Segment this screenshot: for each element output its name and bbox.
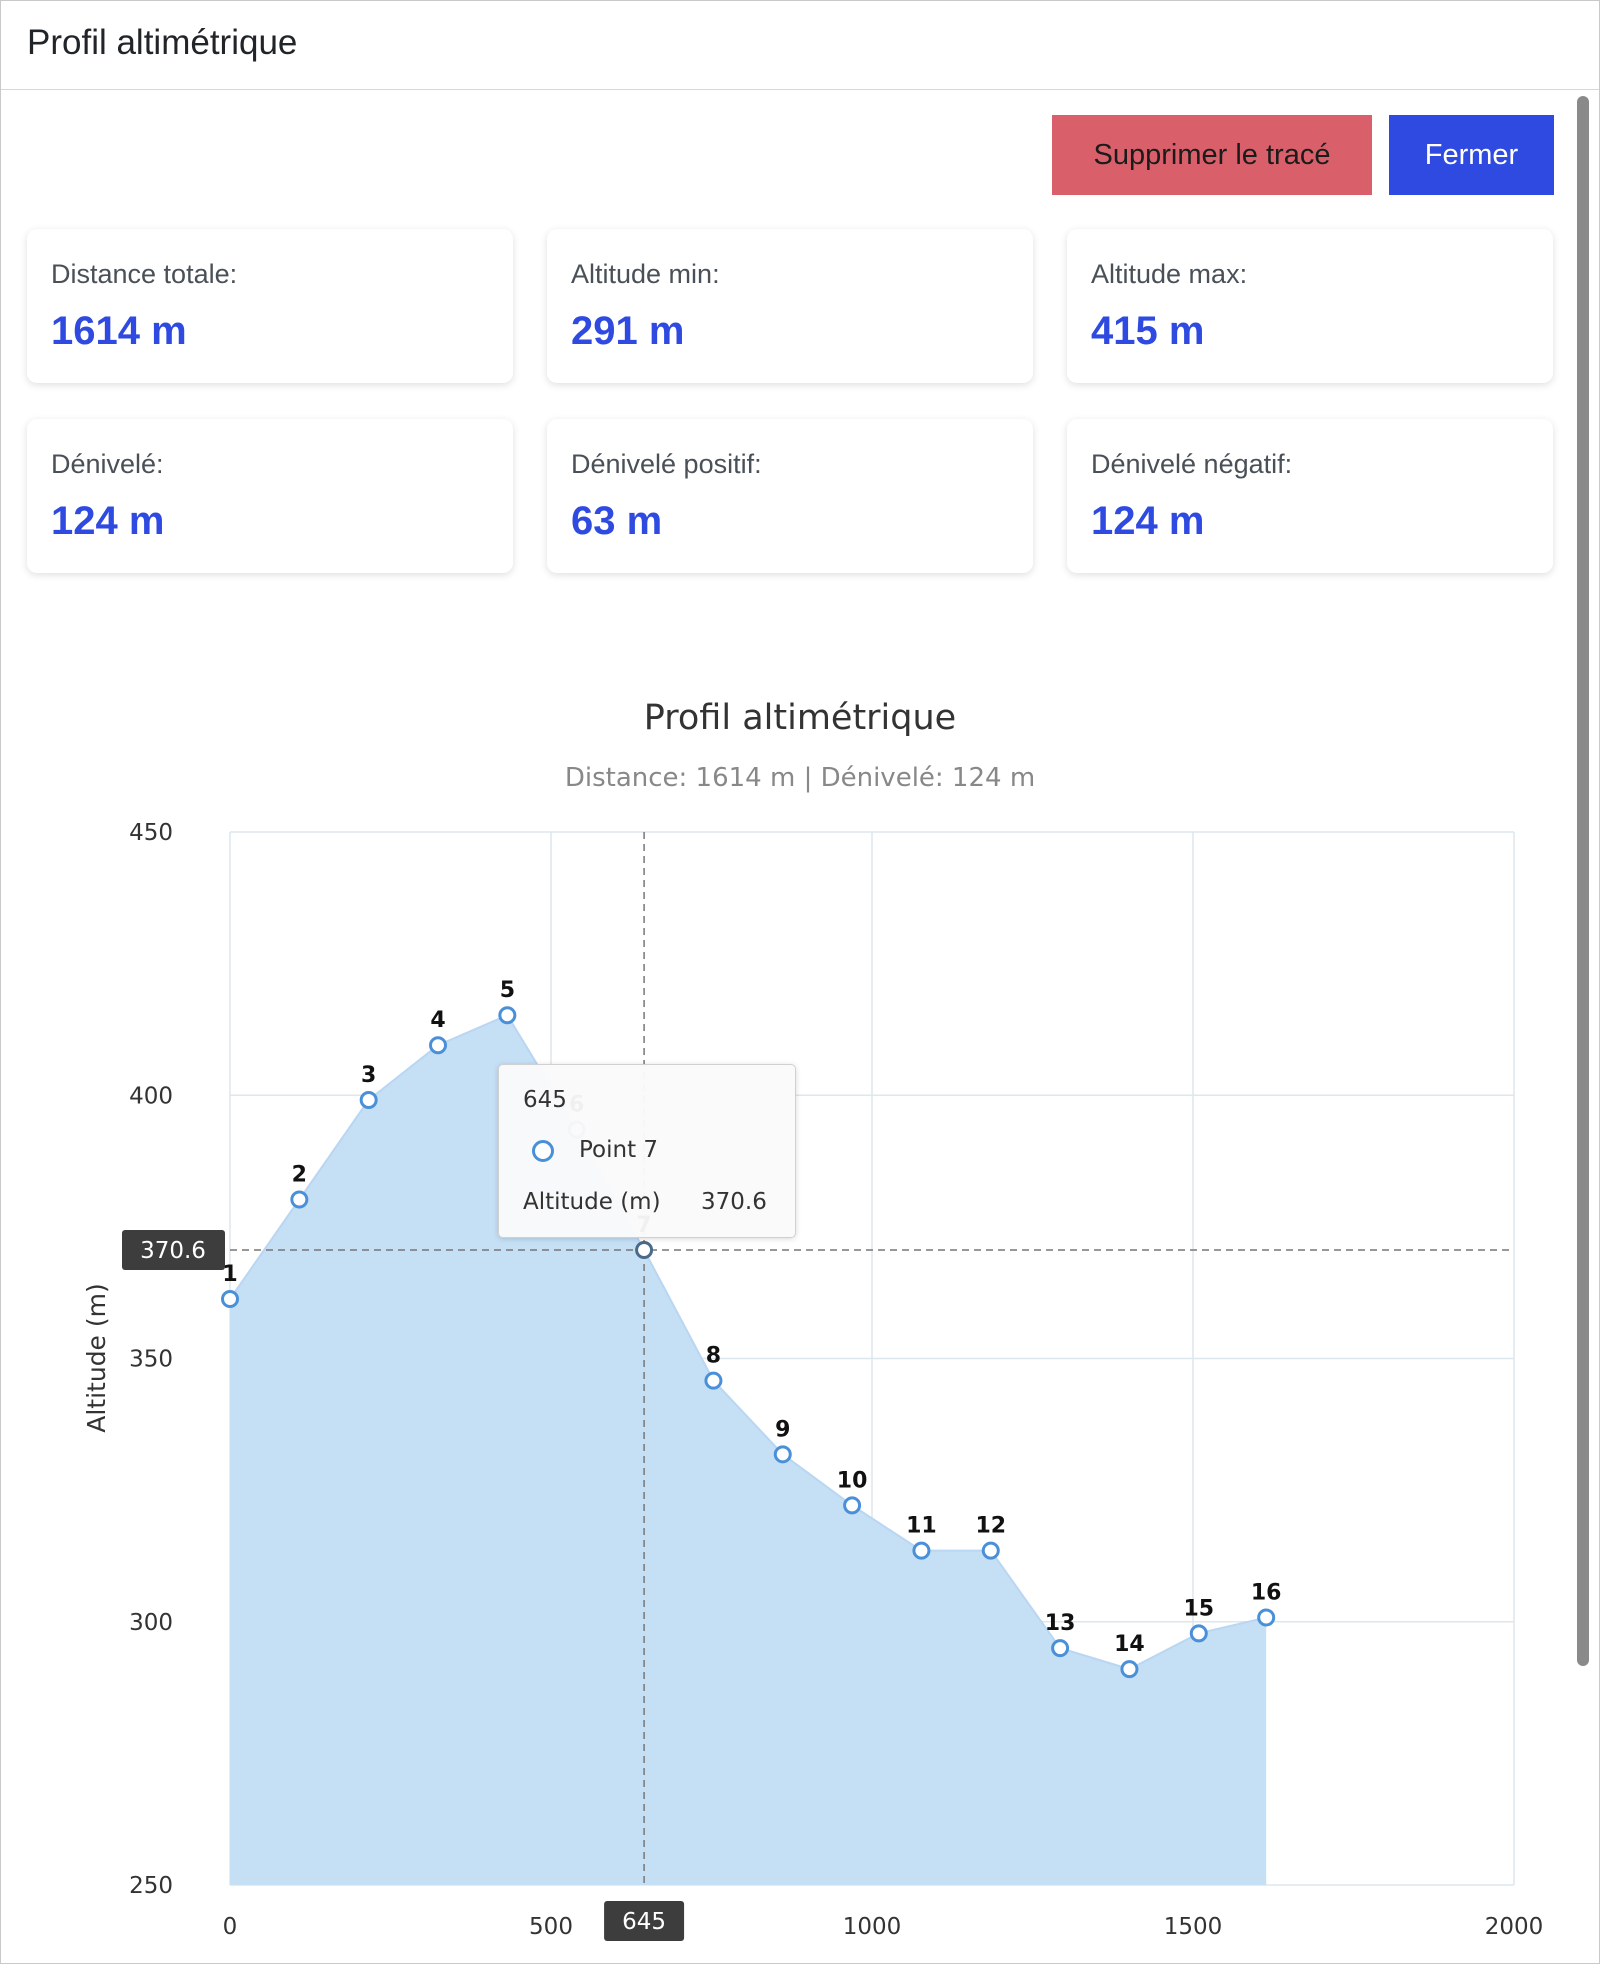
data-point	[912, 1541, 931, 1560]
data-point-label: 2	[292, 1162, 307, 1187]
crosshair	[230, 832, 1514, 1885]
data-point-label: 8	[706, 1344, 721, 1369]
data-point-label: 10	[837, 1468, 868, 1493]
scrollbar[interactable]	[1577, 96, 1589, 1666]
data-point	[773, 1445, 792, 1464]
y-tick-label: 400	[129, 1083, 173, 1109]
data-point	[290, 1190, 309, 1209]
tooltip-value-label: Altitude (m)	[523, 1189, 661, 1215]
data-point-label: 5	[500, 978, 515, 1003]
modal-header: Profil altimétrique	[1, 1, 1599, 90]
series-line	[229, 1013, 1267, 1671]
data-point	[221, 1290, 239, 1309]
stat-value: 124 m	[51, 499, 165, 543]
close-button[interactable]: Fermer	[1389, 115, 1554, 195]
crosshair-labels: 370.6 645	[122, 1230, 685, 1941]
stat-card-negative-elevation: Dénivelé négatif: 124 m	[1067, 419, 1553, 573]
chart-title: Profil altimétrique	[644, 698, 956, 738]
y-tick-label: 350	[129, 1347, 173, 1373]
data-point-label: 9	[775, 1417, 790, 1442]
data-point-label: 4	[430, 1008, 445, 1033]
data-point	[1257, 1608, 1276, 1627]
y-tick-label: 450	[129, 820, 173, 846]
data-point-label: 12	[975, 1514, 1006, 1539]
crosshair-y-value: 370.6	[140, 1238, 206, 1264]
area-layer	[229, 1013, 1267, 1885]
data-points: 12345678910111213141516	[221, 978, 1282, 1679]
x-tick-label: 0	[223, 1914, 238, 1940]
stat-value: 1614 m	[51, 309, 187, 353]
stat-label: Dénivelé:	[51, 449, 164, 479]
stat-label: Distance totale:	[51, 259, 238, 289]
chart-tooltip: 645 Point 7 Altitude (m) 370.6	[498, 1064, 796, 1238]
x-tick-label: 1000	[843, 1914, 902, 1940]
stat-value: 415 m	[1091, 309, 1205, 353]
data-point	[1051, 1639, 1070, 1658]
data-point-label: 1	[222, 1262, 237, 1287]
y-axis-title: Altitude (m)	[82, 1283, 111, 1433]
y-tick-label: 250	[129, 1873, 173, 1899]
delete-track-button[interactable]: Supprimer le tracé	[1052, 115, 1372, 195]
stat-card-min-altitude: Altitude min: 291 m	[547, 229, 1033, 383]
x-tick-label: 1500	[1164, 1914, 1223, 1940]
data-point-label: 14	[1114, 1632, 1145, 1657]
data-point	[1189, 1624, 1208, 1643]
x-tick-label: 2000	[1485, 1914, 1544, 1940]
tooltip-title: 645	[523, 1087, 567, 1113]
crosshair-x-value: 645	[622, 1909, 666, 1935]
stat-label: Dénivelé négatif:	[1091, 449, 1293, 479]
tooltip-marker-icon	[532, 1140, 554, 1162]
chart-subtitle: Distance: 1614 m | Dénivelé: 124 m	[565, 763, 1035, 793]
data-point-label: 13	[1045, 1611, 1076, 1636]
data-point-label: 16	[1251, 1581, 1282, 1606]
stat-label: Dénivelé positif:	[571, 449, 762, 479]
data-point	[429, 1036, 448, 1055]
stat-value: 291 m	[571, 309, 685, 353]
stat-value: 63 m	[571, 499, 663, 543]
modal-title: Profil altimétrique	[27, 23, 298, 62]
data-point	[498, 1006, 517, 1025]
data-point	[635, 1241, 654, 1260]
data-point-label: 15	[1183, 1596, 1214, 1621]
stat-label: Altitude min:	[571, 259, 720, 289]
y-tick-label: 300	[129, 1610, 173, 1636]
data-point	[843, 1496, 862, 1515]
stat-card-positive-elevation: Dénivelé positif: 63 m	[547, 419, 1033, 573]
stat-card-max-altitude: Altitude max: 415 m	[1067, 229, 1553, 383]
data-point-label: 3	[361, 1063, 376, 1088]
crosshair-y-badge	[122, 1230, 225, 1271]
axis-labels: 250 300 350 400 450 0 500 1000 1500 2000	[129, 820, 1543, 1940]
series-area	[230, 1015, 1267, 1885]
stat-card-elevation: Dénivelé: 124 m	[27, 419, 513, 573]
data-point	[704, 1371, 723, 1390]
stat-card-total-distance: Distance totale: 1614 m	[27, 229, 513, 383]
data-point	[359, 1090, 378, 1109]
tooltip-value: 370.6	[701, 1189, 767, 1215]
stat-label: Altitude max:	[1091, 259, 1248, 289]
data-point	[1120, 1660, 1139, 1679]
data-point	[981, 1541, 1000, 1560]
crosshair-x-badge	[604, 1901, 685, 1941]
stat-value: 124 m	[1091, 499, 1205, 543]
x-tick-label: 500	[529, 1914, 573, 1940]
tooltip-series-name: Point 7	[579, 1137, 659, 1163]
data-point-label: 11	[906, 1514, 937, 1539]
